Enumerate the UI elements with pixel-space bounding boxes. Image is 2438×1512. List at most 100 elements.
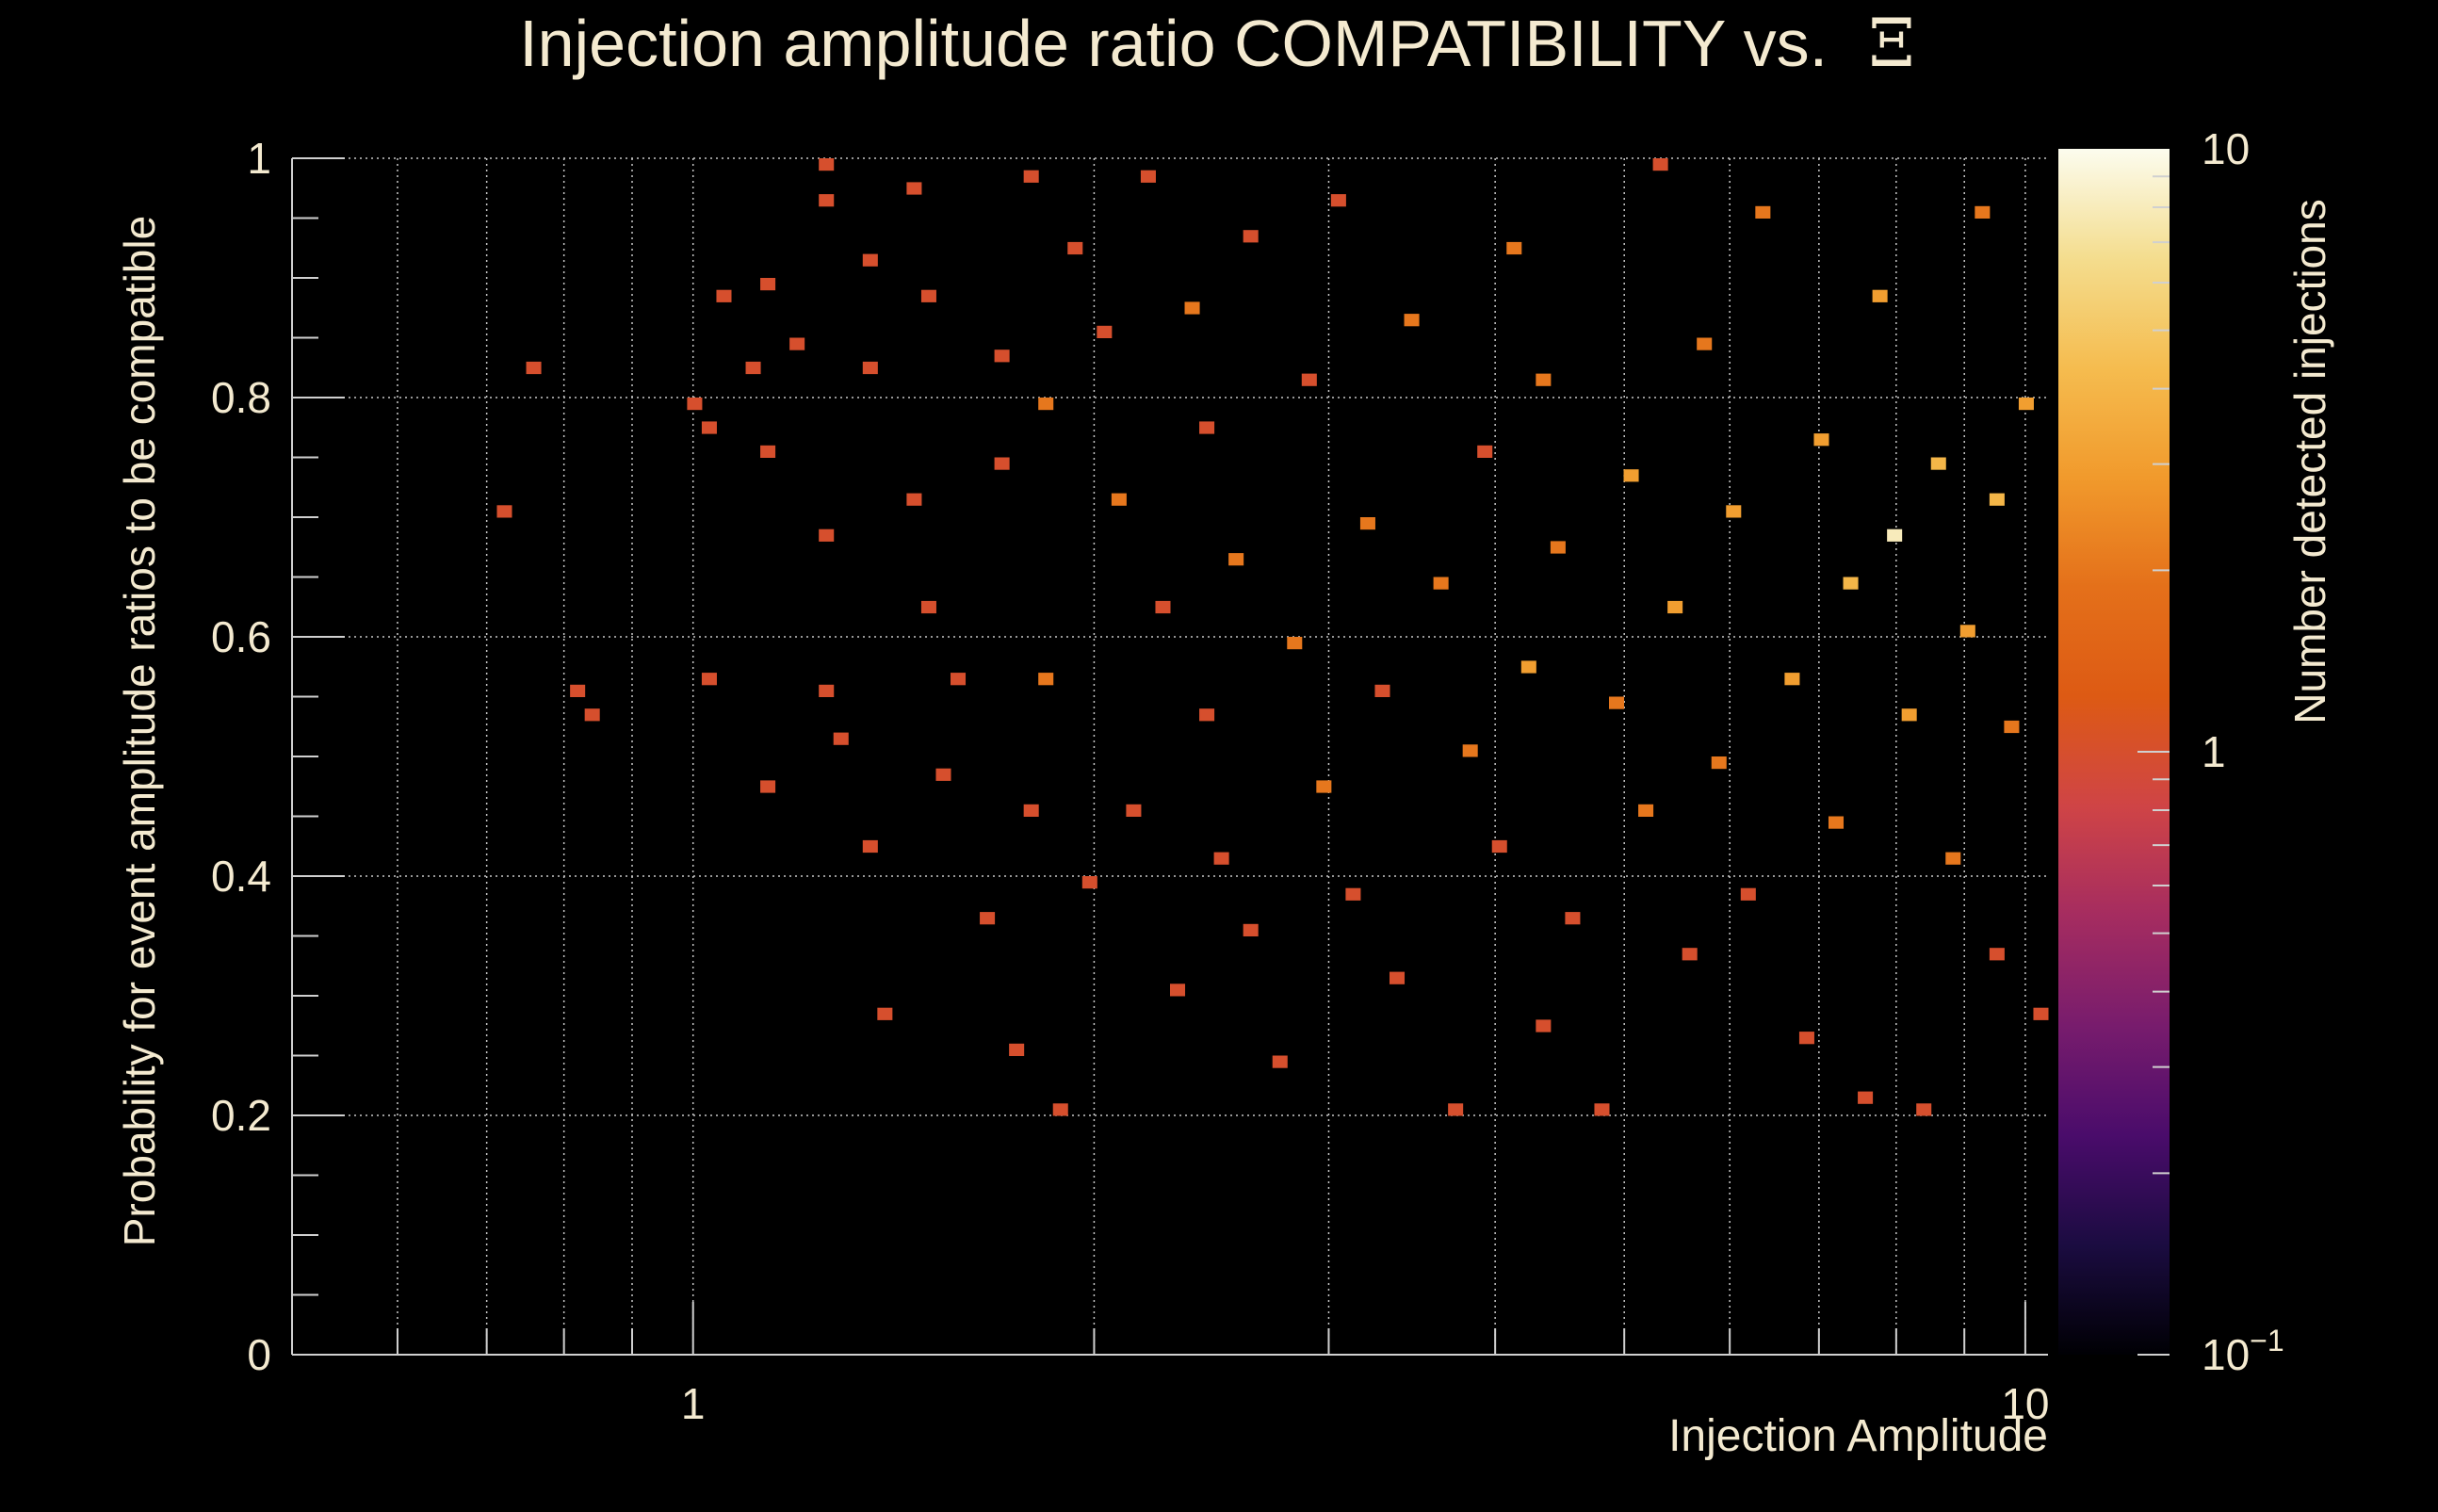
y-tick-label: 0.2	[211, 1091, 271, 1140]
z-tick-label: 10−1	[2202, 1324, 2284, 1379]
heatmap-cell	[1550, 541, 1566, 554]
heatmap-cell	[1067, 241, 1083, 255]
heatmap-cell	[760, 780, 776, 793]
heatmap-cell	[1740, 887, 1756, 901]
heatmap-cell	[1887, 528, 1903, 542]
x-tick-labels: 1 10	[681, 1379, 2050, 1428]
heatmap-cell	[1243, 230, 1259, 243]
heatmap-cell	[760, 278, 776, 291]
heatmap-cell	[1038, 398, 1054, 411]
heatmap-cell	[1155, 600, 1171, 614]
heatmap-cell	[1081, 876, 1097, 889]
y-tick-label: 0	[247, 1330, 271, 1379]
heatmap-cell	[1755, 205, 1771, 219]
heatmap-cell	[1243, 923, 1259, 936]
heatmap-cell	[1536, 1019, 1552, 1032]
heatmap-cell	[1726, 505, 1742, 518]
y-tick-label: 0.6	[211, 612, 271, 661]
heatmap-cells	[496, 158, 2049, 1116]
heatmap-cell	[819, 684, 835, 697]
heatmap-cell	[496, 505, 512, 518]
y-tick-labels: 0 0.2 0.4 0.6 0.8 1	[211, 134, 271, 1379]
heatmap-cell	[1784, 673, 1800, 686]
x-tick-label: 1	[681, 1379, 706, 1428]
heatmap-cell	[833, 732, 849, 745]
heatmap-cell	[906, 182, 922, 195]
heatmap-cell	[2004, 720, 2020, 734]
heatmap-cell	[687, 398, 703, 411]
chart-title-symbol: Ξ	[1869, 5, 1915, 82]
axes	[291, 157, 2048, 1356]
heatmap-cell	[716, 289, 732, 302]
heatmap-cell	[1272, 1055, 1288, 1068]
heatmap-cell	[1199, 708, 1215, 722]
heatmap-cell	[1959, 625, 1975, 638]
heatmap-cell	[1828, 816, 1845, 829]
heatmap-cell	[1345, 887, 1361, 901]
heatmap-cell	[1404, 314, 1420, 327]
heatmap-cell	[906, 493, 922, 506]
heatmap-cell	[1798, 1032, 1814, 1045]
heatmap-cell	[1330, 194, 1346, 207]
heatmap-cell	[1609, 696, 1625, 709]
heatmap-cell	[584, 708, 600, 722]
heatmap-cell	[1506, 241, 1522, 255]
heatmap-cell	[1652, 158, 1668, 171]
heatmap-cell	[819, 528, 835, 542]
heatmap-cell	[1520, 660, 1536, 674]
heatmap-cell	[1126, 804, 1142, 817]
heatmap-cell	[1711, 756, 1727, 770]
heatmap-cell	[1623, 469, 1639, 482]
heatmap-cell	[1916, 1103, 1932, 1116]
heatmap-cell	[1111, 493, 1127, 506]
heatmap-cell	[1989, 493, 2005, 506]
heatmap-cell	[1228, 553, 1244, 566]
heatmap-cell	[1433, 577, 1449, 590]
heatmap-cell	[819, 194, 835, 207]
heatmap-cell	[994, 457, 1010, 470]
heatmap-cell	[570, 684, 586, 697]
z-tick-label: 10	[2202, 124, 2250, 173]
heatmap-cell	[862, 839, 878, 854]
heatmap-cell	[760, 445, 776, 458]
heatmap-cell	[1477, 445, 1493, 458]
heatmap-cell	[1170, 984, 1186, 997]
heatmap-cell	[951, 673, 967, 686]
heatmap-cell	[1491, 839, 1507, 854]
heatmap-cell	[920, 289, 936, 302]
heatmap-cell	[1565, 912, 1581, 925]
heatmap-cell	[2033, 1007, 2049, 1020]
heatmap-cell	[1199, 421, 1215, 434]
heatmap-cell	[1213, 852, 1229, 865]
heatmap-cell	[1667, 600, 1683, 614]
heatmap-cell	[1316, 780, 1332, 793]
heatmap-cell	[1009, 1043, 1025, 1056]
heatmap-cell	[1813, 433, 1829, 447]
heatmap-cell	[1359, 517, 1375, 530]
color-scale-label: Number detected injections	[2285, 199, 2334, 723]
heatmap-cell	[1989, 948, 2005, 961]
heatmap-cell	[1462, 744, 1478, 757]
heatmap-cell	[1448, 1103, 1464, 1116]
heatmap-cell	[1638, 804, 1654, 817]
heatmap-cell	[1945, 852, 1961, 865]
heatmap-cell	[920, 600, 936, 614]
heatmap-cell	[1390, 971, 1406, 984]
heatmap-cell	[1975, 205, 1991, 219]
plot-area	[292, 158, 2048, 1355]
heatmap-cell	[701, 421, 717, 434]
heatmap-cell	[877, 1007, 893, 1020]
heatmap-cell	[1097, 325, 1113, 338]
heatmap-cell	[862, 253, 878, 267]
y-tick-label: 0.4	[211, 852, 271, 901]
heatmap-cell	[1930, 457, 1946, 470]
heatmap-cell	[1301, 373, 1317, 386]
heatmap-cell	[1697, 337, 1713, 350]
heatmap-cell	[862, 361, 878, 375]
heatmap-cell	[745, 361, 761, 375]
y-tick-label: 1	[247, 134, 271, 183]
heatmap-cell	[1594, 1103, 1610, 1116]
heatmap-cell	[1140, 170, 1156, 183]
grid-lines	[292, 157, 2048, 1355]
